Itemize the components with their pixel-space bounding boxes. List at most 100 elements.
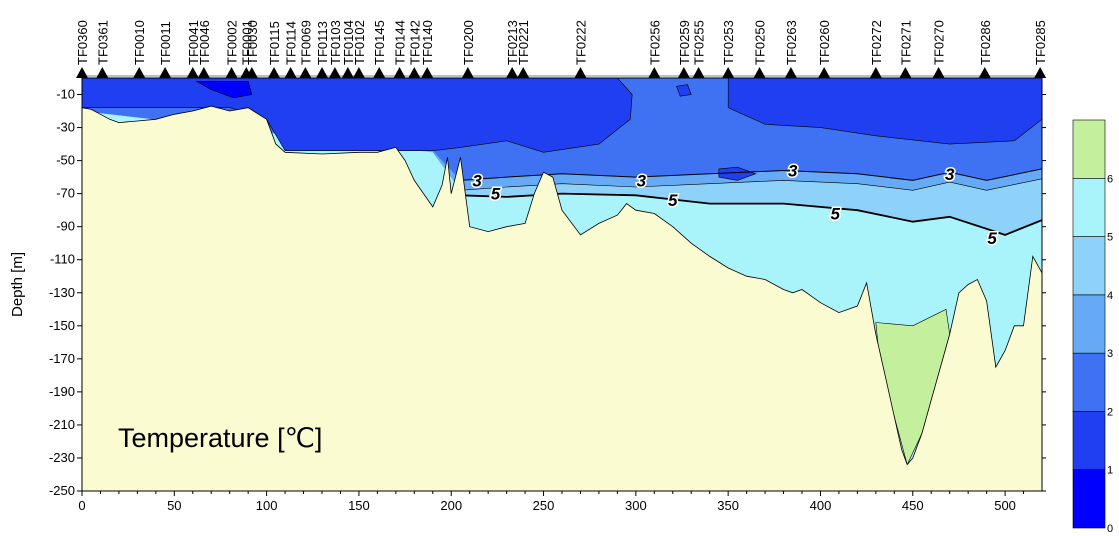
station-label: TF0103 (328, 20, 343, 65)
station-label: TF0361 (95, 20, 110, 65)
x-tick-label: 350 (717, 498, 739, 513)
station-marker (393, 67, 406, 78)
x-tick-label: 500 (994, 498, 1016, 513)
colorbar-tick-label: 6 (1107, 173, 1113, 185)
station-marker (1034, 67, 1047, 78)
x-tick-label: 250 (533, 498, 555, 513)
colorbar-segment (1072, 294, 1106, 354)
contour-label: 5 (830, 204, 840, 223)
station-label: TF0069 (298, 20, 313, 65)
y-tick-label: -110 (50, 252, 75, 267)
y-tick-label: -190 (49, 384, 75, 399)
station-marker (133, 67, 146, 78)
y-axis: -10 -30 -50 -70 -90 -110 -130 -150 -170 -190 -210 -… (49, 87, 1046, 498)
station-label: TF0041 (186, 20, 201, 65)
station-marker (421, 67, 434, 78)
band-1-2-patch (718, 166, 757, 181)
station-marker (932, 67, 945, 78)
contour-label: 3 (945, 165, 955, 184)
station-label: TF0145 (372, 20, 387, 65)
station-marker (159, 67, 172, 78)
temperature-bands (82, 78, 1042, 478)
contour-label: 5 (987, 229, 997, 248)
colorbar-segment (1072, 411, 1106, 471)
station-label: TF0253 (721, 20, 736, 65)
station-label: TF0144 (393, 20, 408, 65)
station-marker (245, 67, 258, 78)
station-label: TF0263 (784, 20, 799, 65)
contour-label: 3 (472, 171, 482, 190)
contour-labels: 3 33 35 555 (471, 160, 999, 250)
station-label: TF0104 (341, 20, 356, 65)
station-marker (284, 67, 297, 78)
station-marker (328, 67, 341, 78)
station-marker (869, 67, 882, 78)
station-label: TF0142 (407, 20, 422, 65)
station-label: TF0140 (420, 20, 435, 65)
y-tick-label: -50 (56, 153, 75, 168)
station-label: TF0113 (315, 21, 330, 65)
chart-title: Temperature [℃] (118, 423, 322, 453)
band-0-1 (195, 81, 253, 99)
station-label: TF0114 (284, 21, 299, 65)
colorbar-segment (1072, 352, 1106, 412)
station-label: TF0010 (132, 20, 147, 65)
colorbar-tick-label: 3 (1107, 348, 1113, 360)
station-label: TF0001 (239, 20, 254, 65)
y-tick-label: -10 (56, 87, 75, 102)
y-axis-label: Depth [m] (9, 252, 26, 317)
contour-label: 3 (637, 171, 647, 190)
station-label: TF0259 (677, 20, 692, 65)
station-marker (722, 67, 735, 78)
colorbar-tick-label: 4 (1107, 290, 1113, 302)
station-marker (818, 67, 831, 78)
y-tick-label: -130 (49, 285, 75, 300)
x-tick-label: 300 (625, 498, 647, 513)
band-1-2-east (727, 78, 1042, 145)
colorbar-tick-label: 5 (1107, 232, 1113, 244)
seafloor-area (82, 105, 1042, 491)
station-label: TF0222 (573, 20, 588, 65)
band-1-2-small (676, 84, 692, 97)
station-label: TF0046 (197, 20, 212, 65)
colorbar: 0 1 2 3 4 5 6 (1072, 119, 1113, 535)
station-label: TF0271 (898, 20, 913, 65)
station-marker (677, 67, 690, 78)
station-marker (574, 67, 587, 78)
station-label: TF0002 (225, 20, 240, 65)
station-label: TF0272 (869, 20, 884, 65)
y-tick-label: -230 (49, 450, 75, 465)
station-marker (692, 67, 705, 78)
x-tick-label: 0 (78, 498, 85, 513)
station-marker (96, 67, 109, 78)
station-marker (76, 67, 88, 78)
station-marker (517, 67, 530, 78)
station-marker (373, 67, 386, 78)
station-label: TF0285 (1033, 20, 1048, 65)
station-marker (461, 67, 474, 78)
station-label: TF0200 (461, 20, 476, 65)
x-tick-label: 50 (167, 498, 181, 513)
y-tick-label: -70 (56, 186, 75, 201)
colorbar-tick-label: 0 (1107, 523, 1113, 535)
colorbar-tick-label: 1 (1107, 465, 1113, 477)
station-label: TF0221 (516, 20, 531, 65)
station-marker (268, 67, 280, 78)
station-marker (648, 67, 661, 78)
contour-label: 5 (668, 191, 678, 210)
station-marker (978, 67, 991, 78)
station-label: TF0255 (692, 20, 707, 65)
plot-area (82, 78, 1042, 491)
station-marker (753, 67, 766, 78)
station-marker (197, 67, 210, 78)
colorbar-segment (1072, 177, 1106, 237)
station-label: TF0250 (753, 20, 768, 65)
y-tick-label: -210 (49, 417, 75, 432)
station-label: TF0256 (647, 20, 662, 65)
x-tick-label: 150 (348, 498, 370, 513)
station-marker (316, 67, 328, 78)
colorbar-tick-label: 2 (1107, 406, 1113, 418)
x-tick-label: 400 (810, 498, 832, 513)
